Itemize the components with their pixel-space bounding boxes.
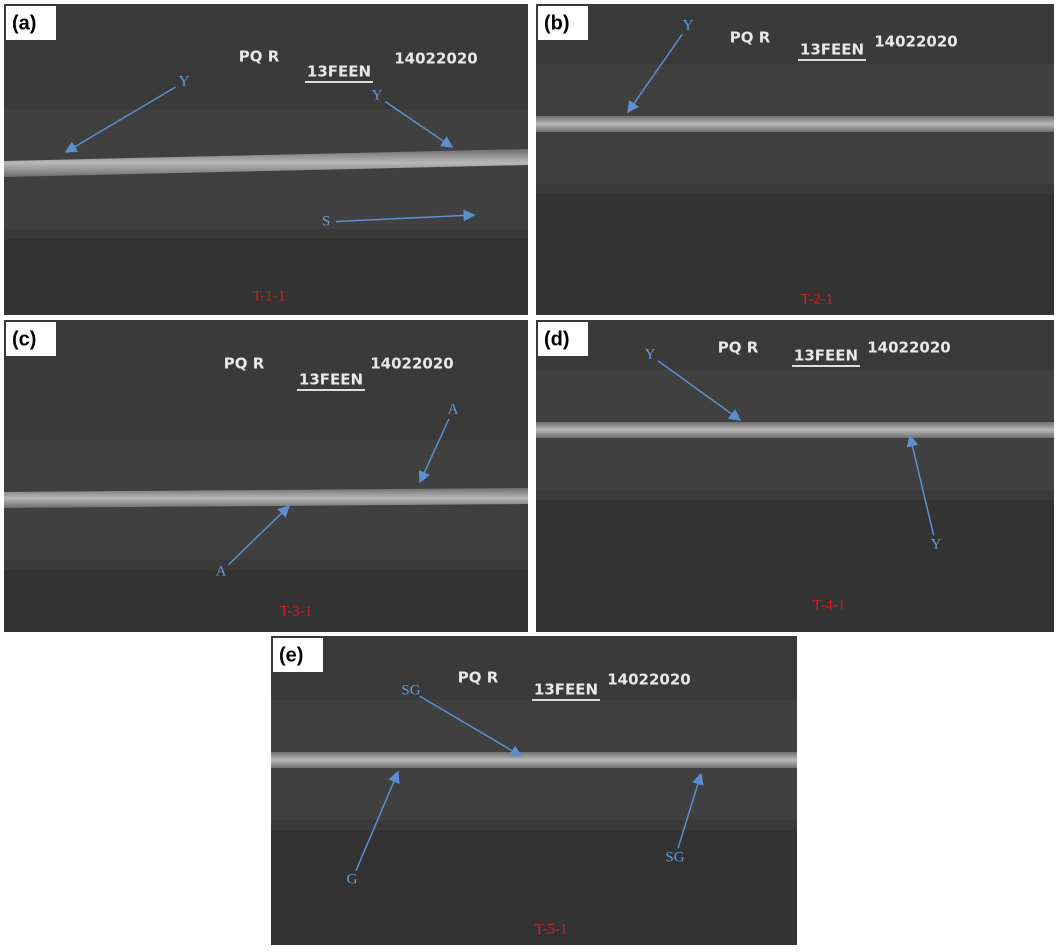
defect-annotation: Y <box>683 17 694 33</box>
panel-label: (d) <box>544 328 570 350</box>
defect-annotation: A <box>216 563 227 579</box>
film-marker: PQ R <box>718 339 759 357</box>
weld-bead <box>271 752 797 768</box>
specimen-code: T-4-1 <box>813 597 846 613</box>
panel-label: (c) <box>12 328 36 350</box>
film-marker: 13FEEN <box>794 347 858 365</box>
radiograph-panel: (c) PQ R 13FEEN 14022020 A A T-3-1 <box>4 320 528 632</box>
panel-label: (e) <box>279 644 303 666</box>
panel-label: (a) <box>12 12 36 34</box>
film-marker: 14022020 <box>867 339 951 357</box>
film-marker: 14022020 <box>607 671 691 689</box>
panel-stripe <box>536 500 1054 632</box>
figure: (a) PQ R 13FEEN 14022020 Y Y S T-1-1 (b) PQ R 13FE… <box>0 0 1056 947</box>
defect-annotation: SG <box>401 682 420 698</box>
defect-annotation: Y <box>372 87 383 103</box>
panel-stripe <box>536 194 1054 315</box>
film-marker: 13FEEN <box>299 371 363 389</box>
film-marker: 13FEEN <box>534 681 598 699</box>
radiograph-panel: (a) PQ R 13FEEN 14022020 Y Y S T-1-1 <box>4 4 528 315</box>
film-marker: PQ R <box>730 29 771 47</box>
film-marker: 13FEEN <box>307 63 371 81</box>
film-marker: 13FEEN <box>800 41 864 59</box>
defect-annotation: Y <box>179 73 190 89</box>
radiograph-panel: (d) PQ R 13FEEN 14022020 Y Y T-4-1 <box>536 320 1054 632</box>
film-marker: 14022020 <box>394 50 478 68</box>
specimen-code: T-3-1 <box>280 603 313 619</box>
weld-bead <box>536 422 1054 438</box>
film-marker: 14022020 <box>874 33 958 51</box>
defect-annotation: S <box>322 213 330 229</box>
panel-label: (b) <box>544 12 570 34</box>
panel-stripe <box>4 570 528 632</box>
defect-annotation: G <box>347 871 358 887</box>
radiograph-panel: (e) PQ R 13FEEN 14022020 SG G SG T-5-1 <box>271 636 797 945</box>
film-marker: 14022020 <box>370 355 454 373</box>
specimen-code: T-1-1 <box>253 288 286 304</box>
film-marker: PQ R <box>224 355 265 373</box>
film-marker: PQ R <box>458 669 499 687</box>
defect-annotation: Y <box>645 346 656 362</box>
specimen-code: T-5-1 <box>535 921 568 937</box>
radiograph-panel: (b) PQ R 13FEEN 14022020 Y T-2-1 <box>536 4 1054 315</box>
specimen-code: T-2-1 <box>801 291 834 307</box>
defect-annotation: SG <box>665 849 684 865</box>
weld-bead <box>536 116 1054 132</box>
defect-annotation: Y <box>931 536 942 552</box>
film-marker: PQ R <box>239 48 280 66</box>
defect-annotation: A <box>448 401 459 417</box>
